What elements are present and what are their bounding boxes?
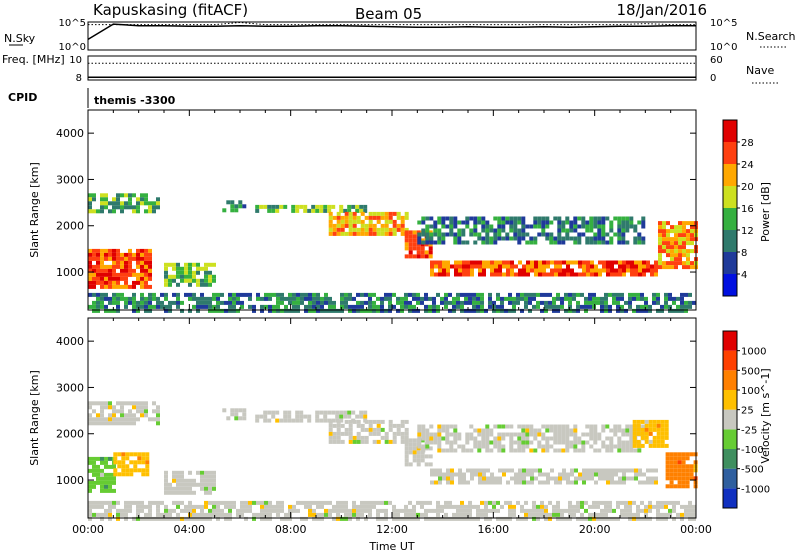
cpid-value: themis -3300 [94, 94, 176, 107]
colorbar-cell-4 [723, 409, 737, 430]
xtick-label-0: 00:00 [72, 523, 104, 536]
band-4 [255, 204, 368, 213]
power-panel: 1000 2000 3000 4000 Slant Range [km] 4 8 12 16… [28, 109, 772, 313]
colorbar-tick-5: -100 [741, 445, 764, 456]
colorbar-cell-1 [723, 468, 737, 489]
colorbar-cell-0 [723, 488, 737, 508]
nsearch-tick-top: 10^5 [710, 18, 737, 29]
colorbar-cell-2 [723, 230, 737, 252]
colorbar-cell-3 [723, 208, 737, 230]
power-colorbar-label: Power [dB] [759, 182, 772, 242]
nave-tick-top: 60 [710, 55, 723, 66]
nsearch-label: N.Search [746, 30, 796, 43]
xtick-label-2: 08:00 [275, 523, 307, 536]
nsky-label: N.Sky [4, 32, 36, 45]
colorbar-tick-6: -500 [741, 465, 764, 476]
band-3 [164, 470, 216, 495]
velocity-panel: 1000 2000 3000 4000 00:00 04:00 08:00 12:00 16:0… [28, 317, 772, 553]
freq-label: Freq. [MHz] [2, 53, 65, 66]
nsky-panel: N.Sky 10^5 10^0 10^5 10^0 N.Search [4, 18, 796, 53]
band-11 [665, 452, 698, 489]
nsky-series-0 [87, 23, 696, 41]
colorbar-cell-7 [723, 350, 737, 371]
freq-tick-bottom: 8 [76, 73, 82, 84]
ytick-label-0: 1000 [56, 266, 84, 279]
nsearch-tick-bottom: 10^0 [710, 42, 737, 53]
colorbar-tick-4: 20 [741, 182, 754, 193]
station-title: Kapuskasing (fitACF) [93, 1, 248, 19]
ytick-label-3: 4000 [56, 335, 84, 348]
colorbar-tick-2: 100 [741, 386, 760, 397]
colorbar-cell-6 [723, 370, 737, 390]
colorbar-tick-3: 16 [741, 204, 754, 215]
colorbar-cell-5 [723, 164, 737, 186]
colorbar-tick-4: -25 [741, 425, 757, 436]
ytick-label-2: 3000 [56, 381, 84, 394]
nave-tick-bottom: 0 [710, 73, 716, 84]
band-8 [430, 468, 658, 485]
date-title: 18/Jan/2016 [617, 1, 708, 19]
colorbar-cell-0 [723, 274, 737, 296]
nsky-tick-bottom: 10^0 [59, 42, 86, 53]
xtick-label-4: 16:00 [477, 523, 509, 536]
ytick-label-2: 3000 [56, 173, 84, 186]
colorbar-tick-0: 4 [741, 270, 747, 281]
band-0 [88, 456, 116, 493]
colorbar-tick-1: 500 [741, 366, 760, 377]
colorbar-tick-3: 25 [741, 406, 754, 417]
velocity-xlabel: Time UT [368, 540, 414, 553]
band-5 [328, 211, 409, 236]
colorbar-tick-6: 28 [741, 138, 754, 149]
band-1 [113, 452, 150, 477]
band-8 [417, 216, 646, 245]
velocity-ylabel: Slant Range [km] [28, 370, 41, 466]
colorbar-cell-1 [723, 252, 737, 274]
band-2 [164, 262, 216, 287]
velocity-colorbar-label: Velocity [m s^-1] [759, 368, 772, 463]
band-1 [88, 193, 160, 214]
colorbar-cell-2 [723, 449, 737, 469]
ytick-label-3: 4000 [56, 127, 84, 140]
freq-panel: Freq. [MHz] 10 8 60 0 Nave [2, 53, 778, 84]
band-4 [222, 408, 247, 421]
power-ylabel: Slant Range [km] [28, 162, 41, 258]
colorbar-tick-7: -1000 [741, 484, 770, 495]
colorbar-cell-8 [723, 331, 737, 351]
xtick-label-6: 00:00 [680, 523, 712, 536]
xtick-label-3: 12:00 [376, 523, 408, 536]
band-2 [88, 401, 160, 426]
band-10 [632, 419, 669, 448]
band-12 [88, 500, 696, 521]
xtick-label-5: 20:00 [579, 523, 611, 536]
colorbar-cell-6 [723, 142, 737, 164]
band-0 [88, 248, 152, 289]
ytick-label-1: 2000 [56, 428, 84, 441]
band-6 [328, 419, 409, 444]
colorbar-cell-3 [723, 429, 737, 449]
beam-title: Beam 05 [355, 5, 422, 23]
xtick-label-1: 04:00 [173, 523, 205, 536]
band-7 [430, 260, 658, 277]
colorbar-tick-0: 1000 [741, 347, 766, 358]
colorbar-tick-5: 24 [741, 160, 754, 171]
colorbar-tick-1: 8 [741, 248, 747, 259]
nsky-tick-top: 10^5 [59, 18, 86, 29]
band-9 [658, 221, 698, 270]
nave-label: Nave [746, 64, 774, 77]
band-3 [222, 200, 247, 213]
colorbar-cell-7 [723, 120, 737, 142]
colorbar-tick-2: 12 [741, 226, 754, 237]
band-10 [88, 292, 696, 313]
freq-tick-top: 10 [69, 55, 82, 66]
ytick-label-0: 1000 [56, 474, 84, 487]
colorbar-cell-4 [723, 186, 737, 208]
ytick-label-1: 2000 [56, 220, 84, 233]
colorbar-cell-5 [723, 390, 737, 410]
cpid-label: CPID [8, 91, 37, 104]
